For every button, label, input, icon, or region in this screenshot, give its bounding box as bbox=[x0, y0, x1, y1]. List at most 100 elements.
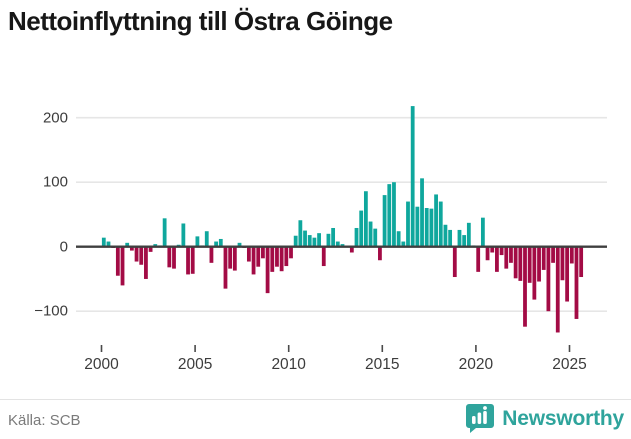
bar bbox=[480, 217, 485, 247]
bar bbox=[270, 246, 275, 272]
bar bbox=[129, 246, 134, 251]
x-axis-label: 2025 bbox=[552, 356, 587, 373]
bar bbox=[172, 246, 176, 269]
bar bbox=[218, 238, 223, 247]
bar bbox=[363, 191, 368, 247]
bar bbox=[237, 242, 242, 247]
bar bbox=[181, 223, 186, 247]
bar bbox=[256, 246, 261, 267]
bar bbox=[125, 242, 130, 247]
bar bbox=[120, 246, 125, 286]
bar bbox=[448, 229, 453, 247]
bar bbox=[476, 246, 481, 272]
bar bbox=[307, 235, 312, 247]
bar bbox=[406, 201, 410, 247]
bar bbox=[354, 227, 359, 247]
bar bbox=[574, 246, 579, 319]
bar bbox=[115, 246, 120, 276]
bar bbox=[335, 241, 340, 247]
bar bbox=[223, 246, 228, 289]
bar bbox=[148, 246, 153, 252]
bar bbox=[232, 246, 237, 271]
bar bbox=[424, 208, 429, 247]
bar bbox=[275, 246, 279, 267]
bar bbox=[401, 241, 406, 247]
y-axis-label: −100 bbox=[34, 302, 68, 320]
bar bbox=[312, 237, 317, 247]
bar bbox=[228, 246, 233, 269]
bar bbox=[457, 229, 462, 247]
bar bbox=[204, 231, 209, 247]
bar bbox=[368, 221, 373, 247]
bar bbox=[284, 246, 289, 267]
bar bbox=[560, 246, 565, 281]
page-title: Nettoinflyttning till Östra Göinge bbox=[8, 6, 393, 36]
bar bbox=[509, 246, 513, 263]
source-note: Källa: SCB bbox=[8, 412, 81, 429]
bar bbox=[359, 210, 364, 247]
bar bbox=[420, 178, 424, 247]
bar bbox=[429, 208, 434, 247]
x-axis-label: 2020 bbox=[458, 356, 494, 373]
bar bbox=[504, 246, 509, 269]
x-axis-label: 2000 bbox=[84, 356, 119, 373]
bar bbox=[546, 246, 551, 312]
bar bbox=[485, 246, 490, 261]
bar bbox=[144, 246, 148, 279]
bar bbox=[139, 246, 144, 265]
bar bbox=[298, 220, 303, 247]
y-axis-label: 200 bbox=[42, 109, 68, 127]
bar bbox=[349, 246, 354, 253]
bar bbox=[326, 233, 331, 247]
footer-divider bbox=[0, 399, 631, 400]
bar bbox=[410, 106, 415, 247]
bar bbox=[443, 224, 448, 247]
x-axis-label: 2005 bbox=[177, 356, 213, 373]
bar bbox=[555, 246, 560, 333]
bar bbox=[579, 246, 584, 278]
x-axis-label: 2015 bbox=[365, 356, 400, 373]
bar bbox=[279, 246, 284, 272]
bar bbox=[186, 246, 190, 275]
bar bbox=[499, 246, 504, 256]
bar bbox=[541, 246, 546, 270]
bar bbox=[162, 218, 167, 247]
bar bbox=[190, 246, 195, 274]
bar bbox=[462, 235, 467, 247]
bar bbox=[387, 184, 392, 247]
x-axis-label: 2010 bbox=[271, 356, 306, 373]
bar bbox=[246, 246, 251, 262]
bar bbox=[214, 241, 219, 247]
bar bbox=[317, 233, 321, 247]
bar bbox=[434, 194, 438, 247]
bar bbox=[438, 201, 443, 247]
bar bbox=[532, 246, 537, 300]
bar bbox=[490, 246, 495, 253]
bar bbox=[106, 241, 111, 247]
bar bbox=[452, 246, 457, 278]
bar bbox=[537, 246, 541, 282]
bar bbox=[518, 246, 523, 281]
brand-name: Newsworthy bbox=[502, 406, 624, 430]
bar bbox=[340, 244, 345, 247]
bar bbox=[392, 182, 396, 247]
bar bbox=[261, 246, 265, 259]
bar bbox=[167, 246, 172, 268]
bar bbox=[466, 222, 471, 247]
bar bbox=[293, 235, 298, 247]
bar bbox=[153, 244, 158, 247]
y-axis-label: 100 bbox=[42, 173, 68, 191]
bar bbox=[289, 246, 293, 259]
y-axis-label: 0 bbox=[59, 238, 68, 256]
bar bbox=[373, 228, 378, 247]
bar bbox=[209, 246, 214, 263]
bar bbox=[303, 230, 307, 247]
bar bbox=[513, 246, 518, 279]
bar bbox=[251, 246, 256, 275]
bar bbox=[495, 246, 499, 272]
bar bbox=[321, 246, 326, 267]
bar bbox=[382, 195, 387, 247]
bar bbox=[378, 246, 382, 261]
brand-lockup: Newsworthy bbox=[465, 403, 624, 434]
bar bbox=[396, 231, 401, 247]
